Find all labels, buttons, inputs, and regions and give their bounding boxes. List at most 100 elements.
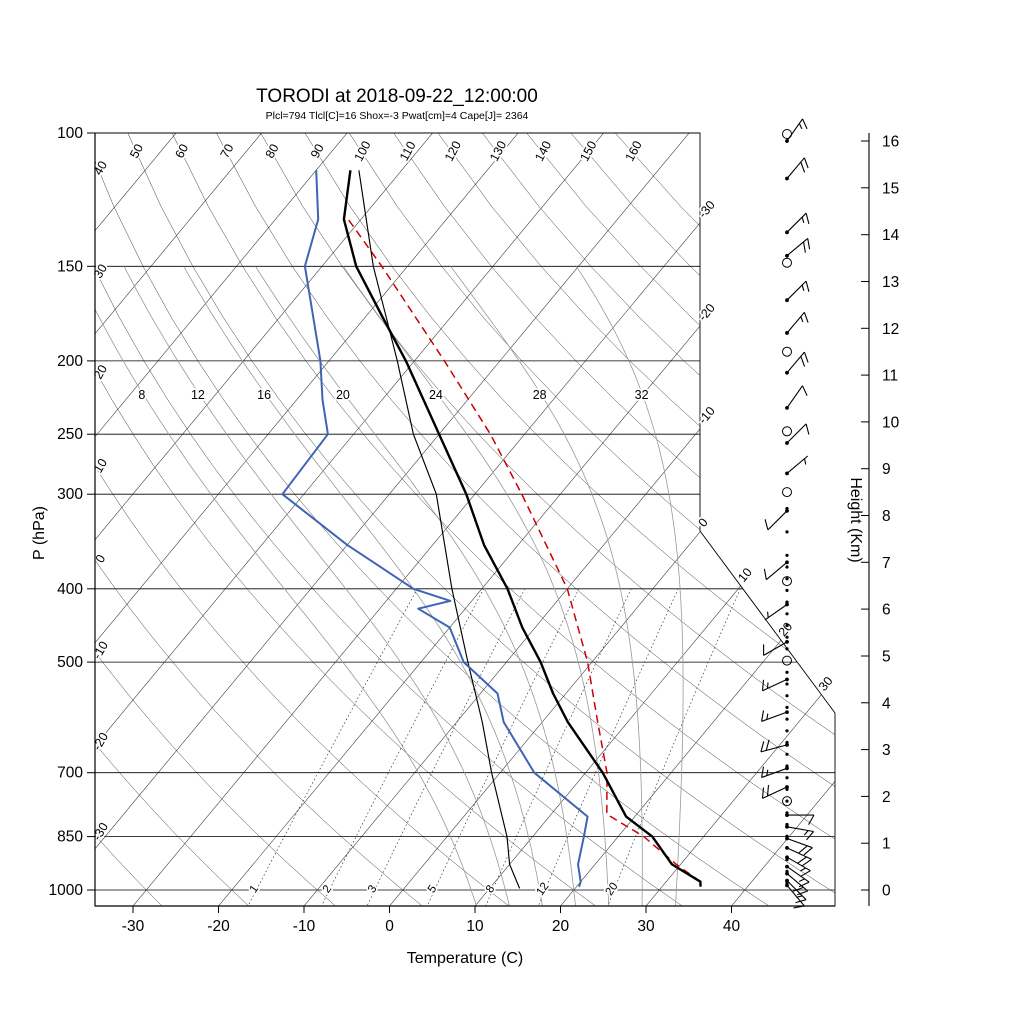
height-tick-label: 8 — [882, 508, 891, 525]
calm-wind-circle — [782, 129, 792, 139]
level-dot — [785, 682, 789, 686]
isotherm-line — [95, 133, 632, 906]
dry-adiabat-line — [95, 133, 163, 906]
wind-barb — [760, 739, 789, 753]
wind-barb — [785, 824, 815, 841]
height-tick-label: 13 — [882, 274, 899, 291]
height-tick-label: 14 — [882, 227, 900, 244]
level-dot — [785, 588, 789, 593]
mixing-ratio-line — [321, 588, 485, 906]
level-dot — [785, 670, 789, 674]
wind-barb — [785, 385, 808, 410]
calm-wind-circle — [782, 487, 792, 498]
height-tick-label: 4 — [882, 695, 891, 712]
level-dot — [785, 811, 789, 815]
dry-adiabat-line — [95, 133, 683, 906]
dry-adiabat-line — [349, 133, 835, 906]
pressure-tick-label: 150 — [57, 258, 83, 275]
mixing-ratio-line — [607, 588, 741, 906]
dry-adiabat-line — [304, 133, 835, 906]
dewpoint-curve — [281, 170, 589, 888]
right-axis-title: Height (Km) — [847, 477, 864, 562]
moist-adiabat-label: 28 — [533, 388, 547, 402]
pressure-tick-label: 300 — [57, 486, 83, 503]
moist-adiabat-line — [255, 266, 576, 906]
dry-adiabat-line — [216, 133, 835, 906]
pressure-tick-label: 200 — [57, 353, 83, 370]
level-dot — [785, 846, 789, 850]
pressure-tick-label: 700 — [57, 765, 83, 782]
wind-barb — [785, 855, 811, 877]
wind-barb — [785, 311, 809, 335]
level-dot — [785, 635, 789, 639]
height-tick-label: 15 — [882, 180, 899, 197]
wind-barb — [785, 836, 813, 856]
y-axis-title: P (hPa) — [31, 506, 48, 560]
level-dot — [785, 881, 789, 885]
level-dot — [785, 506, 789, 511]
level-dot — [785, 776, 789, 780]
level-dot — [785, 822, 789, 827]
calm-wind-circle — [782, 576, 792, 587]
moist-adiabat-line — [95, 266, 477, 906]
wind-barb — [761, 766, 789, 779]
isotherm-line — [258, 133, 835, 906]
isotherm-line — [95, 133, 461, 906]
parcel-curve — [347, 218, 701, 883]
level-dot — [785, 729, 789, 733]
level-dot — [785, 647, 789, 651]
height-tick-label: 10 — [882, 414, 900, 431]
wind-barb — [785, 871, 809, 896]
dry-adiabat-line — [95, 133, 249, 906]
height-tick-label: 7 — [882, 555, 891, 572]
level-dot — [785, 371, 789, 375]
dry-adiabat-line — [171, 133, 835, 906]
chart-title: TORODI at 2018-09-22_12:00:00 — [256, 86, 538, 107]
level-dot — [785, 799, 789, 803]
moist-adiabat-line — [123, 266, 510, 906]
isotherm-line — [95, 133, 803, 906]
level-dot — [785, 553, 789, 557]
calm-wind-circle — [782, 426, 792, 437]
wind-barb — [785, 883, 805, 909]
level-dot — [785, 787, 789, 792]
mixing-ratio-line — [426, 588, 580, 906]
calm-wind-circle — [782, 655, 792, 666]
wind-barb — [785, 118, 808, 143]
isotherm-line — [600, 133, 835, 906]
pressure-tick-label: 400 — [57, 581, 83, 598]
height-tick-label: 16 — [882, 134, 899, 151]
level-dot — [785, 717, 789, 721]
level-dot — [785, 858, 789, 862]
moist-adiabat-line — [183, 266, 543, 906]
level-dot — [785, 577, 789, 581]
wind-barb — [764, 508, 789, 531]
wind-barb — [785, 878, 807, 904]
height-tick-label: 1 — [882, 836, 891, 853]
temperature-tick-label: -20 — [207, 918, 230, 935]
level-dot — [785, 176, 789, 181]
temperature-tick-label: 10 — [466, 918, 484, 935]
pressure-tick-label: 1000 — [49, 882, 84, 899]
dry-adiabat-line — [95, 133, 510, 906]
dry-adiabat-line — [260, 133, 835, 906]
isotherm-line — [95, 133, 290, 906]
level-dot — [785, 600, 789, 604]
x-axis-title: Temperature (C) — [407, 950, 523, 967]
dry-adiabat-line — [95, 133, 423, 906]
level-dot — [785, 705, 789, 710]
dry-adiabat-line — [127, 133, 835, 906]
moist-adiabat-label: 24 — [429, 388, 443, 402]
level-dot — [785, 694, 789, 698]
moist-adiabat-label: 12 — [191, 388, 205, 402]
moist-adiabat-label: 16 — [257, 388, 271, 402]
wind-barb — [763, 560, 789, 581]
moist-adiabat-line — [342, 266, 610, 906]
calm-wind-circle — [782, 796, 792, 807]
wind-barb — [761, 710, 789, 722]
mixing-ratio-line — [537, 588, 679, 906]
chart-subtitle: Plcl=794 Tlcl[C]=16 Shox=-3 Pwat[cm]=4 C… — [266, 110, 529, 122]
wind-barb — [764, 602, 789, 621]
